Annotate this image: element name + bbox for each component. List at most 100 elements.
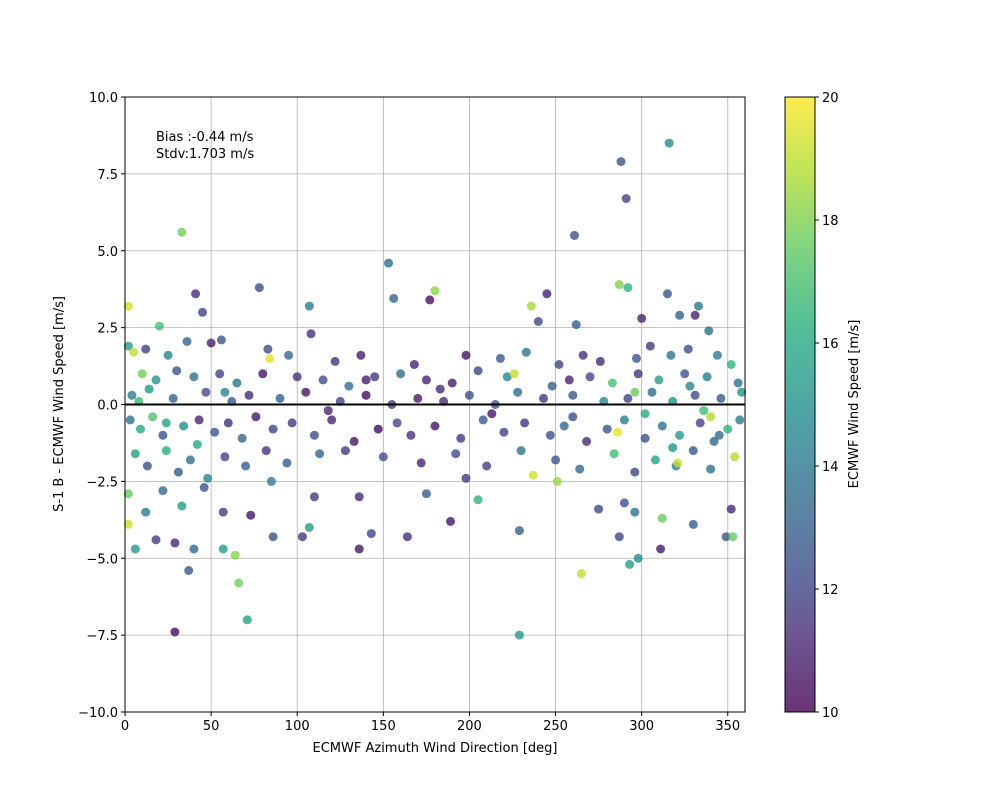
y-tick-label: 0.0: [97, 399, 118, 414]
scatter-point: [125, 415, 135, 425]
scatter-point: [568, 412, 578, 422]
scatter-point: [366, 529, 376, 539]
scatter-point: [340, 446, 350, 456]
scatter-point: [582, 436, 592, 446]
scatter-point: [268, 532, 278, 542]
colorbar-tick-label: 20: [822, 91, 839, 106]
y-axis-ticks: −10.0 −7.5 −5.0 −2.5 0.0 2.5 5.0 7.5 10.0: [78, 91, 125, 721]
colorbar-ticks: 10 12 14 16 18 20: [815, 91, 839, 721]
scatter-point: [215, 369, 225, 379]
scatter-point: [706, 412, 716, 422]
scatter-point: [487, 409, 497, 419]
scatter-point: [323, 406, 333, 416]
scatter-point: [210, 427, 220, 437]
scatter-point: [602, 424, 612, 434]
scatter-point: [704, 326, 714, 336]
scatter-point: [509, 369, 519, 379]
scatter-point: [127, 390, 137, 400]
x-axis-ticks: 0 50 100 150 200 250 300 350: [121, 712, 740, 734]
scatter-point: [170, 538, 180, 548]
scatter-point: [520, 418, 530, 428]
scatter-point: [161, 418, 171, 428]
scatter-point: [172, 366, 182, 376]
x-tick-label: 100: [285, 719, 310, 734]
scatter-point: [154, 321, 164, 331]
scatter-point: [232, 378, 242, 388]
scatter-point: [575, 464, 585, 474]
scatter-point: [685, 381, 695, 391]
scatter-point: [185, 455, 195, 465]
scatter-point: [640, 409, 650, 419]
scatter-point: [389, 293, 399, 303]
scatter-point: [456, 433, 466, 443]
scatter-point: [158, 486, 168, 496]
scatter-point: [645, 341, 655, 351]
x-tick-label: 0: [121, 719, 129, 734]
y-tick-label: 5.0: [97, 245, 118, 260]
scatter-point: [690, 390, 700, 400]
scatter-point: [699, 406, 709, 416]
scatter-point: [547, 381, 557, 391]
scatter-point: [690, 310, 700, 320]
scatter-point: [702, 372, 712, 382]
scatter-point: [688, 446, 698, 456]
scatter-point: [137, 369, 147, 379]
scatter-point: [158, 430, 168, 440]
scatter-point: [258, 369, 268, 379]
x-tick-label: 150: [371, 719, 396, 734]
scatter-point: [664, 138, 674, 148]
y-tick-label: 7.5: [97, 168, 118, 183]
scatter-point: [621, 194, 631, 203]
scatter-point: [220, 387, 230, 397]
scatter-point: [220, 452, 230, 462]
scatter-point: [199, 483, 209, 492]
scatter-point: [287, 418, 297, 428]
scatter-point: [384, 258, 393, 268]
scatter-point: [123, 489, 133, 499]
scatter-point: [161, 446, 171, 456]
scatter-point: [675, 310, 685, 320]
scatter-point: [625, 559, 635, 569]
scatter-point: [694, 301, 703, 311]
x-axis-label: ECMWF Azimuth Wind Direction [deg]: [313, 741, 558, 756]
scatter-point: [282, 458, 292, 468]
scatter-point: [726, 504, 736, 514]
colorbar-tick-label: 10: [822, 706, 839, 721]
scatter-point: [528, 470, 538, 480]
scatter-point: [184, 566, 194, 575]
scatter-point: [695, 418, 705, 428]
scatter-point: [712, 350, 722, 360]
scatter-point: [130, 449, 140, 459]
scatter-point: [730, 452, 740, 462]
scatter-point: [545, 430, 555, 440]
scatter-point: [733, 378, 743, 388]
scatter-point: [623, 283, 633, 293]
scatter-point: [709, 436, 719, 446]
scatter-point: [495, 353, 505, 363]
scatter-point: [123, 341, 133, 351]
scatter-point: [478, 415, 488, 425]
y-tick-label: −2.5: [86, 475, 118, 490]
scatter-point: [430, 421, 440, 431]
scatter-point: [292, 372, 302, 382]
scatter-points: [123, 138, 747, 640]
scatter-point: [344, 381, 354, 391]
scatter-point: [151, 375, 161, 385]
scatter-point: [241, 461, 251, 471]
scatter-point: [623, 393, 633, 403]
scatter-point: [473, 495, 483, 505]
scatter-point: [464, 390, 474, 400]
scatter-point: [616, 157, 626, 167]
scatter-point: [526, 301, 536, 311]
scatter-point: [630, 467, 640, 477]
scatter-point: [675, 430, 685, 440]
scatter-point: [330, 356, 340, 366]
scatter-point: [430, 286, 440, 296]
scatter-point: [216, 335, 226, 345]
scatter-point: [349, 436, 359, 446]
scatter-point: [632, 353, 641, 363]
scatter-point: [461, 350, 471, 360]
scatter-point: [318, 375, 328, 385]
scatter-point: [354, 492, 364, 502]
scatter-point: [421, 375, 431, 385]
